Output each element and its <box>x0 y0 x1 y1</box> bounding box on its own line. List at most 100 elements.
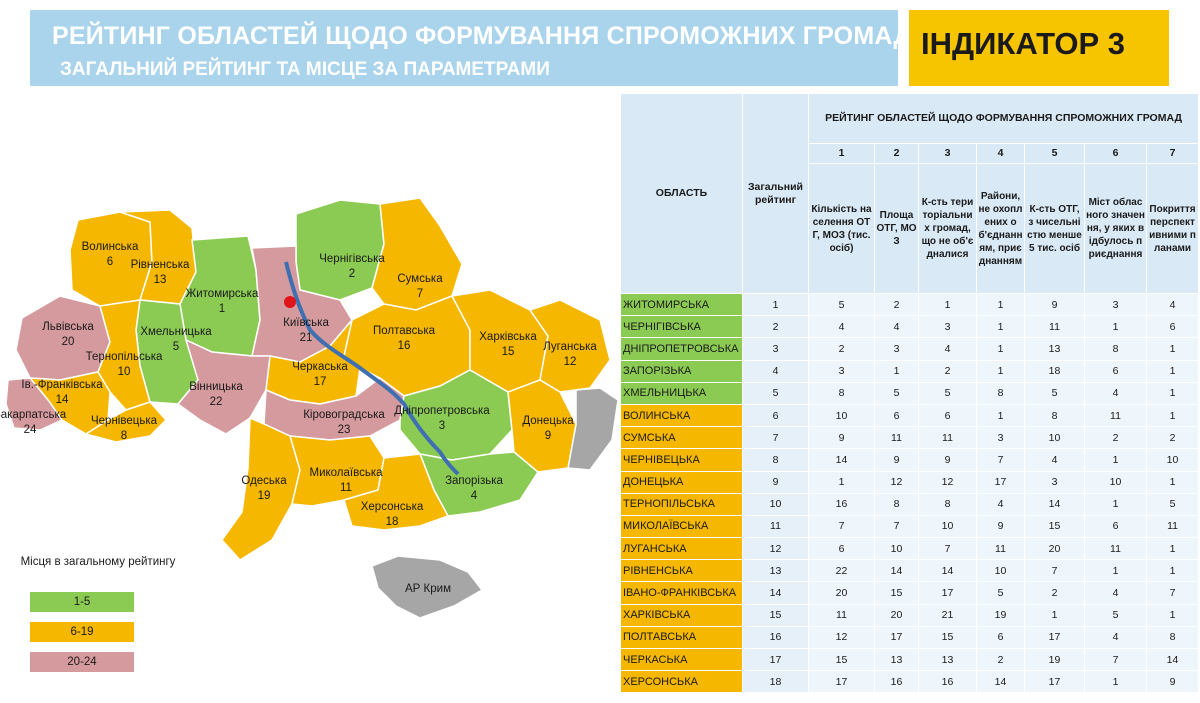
map-region-rank: 15 <box>502 346 515 358</box>
row-overall-rank: 18 <box>742 670 809 694</box>
param-number-5: 5 <box>1024 143 1085 164</box>
row-param-value-5: 20 <box>1024 537 1085 561</box>
map-region-name: Херсонська <box>361 501 424 513</box>
row-param-value-7: 4 <box>1145 292 1200 317</box>
row-overall-rank: 10 <box>742 492 809 516</box>
map-region-rank: 24 <box>24 424 37 436</box>
row-param-value-2: 14 <box>874 559 919 583</box>
row-param-value-2: 9 <box>874 448 919 472</box>
row-param-value-7: 7 <box>1145 581 1200 605</box>
row-region-name: ЧЕРКАСЬКА <box>620 647 743 672</box>
indicator-label: ІНДИКАТОР 3 <box>921 26 1125 61</box>
row-overall-rank: 6 <box>742 403 809 428</box>
table-row: ВОЛИНСЬКА 6 10 6 6 1 8 11 1 <box>620 403 1200 428</box>
row-param-value-4: 1 <box>976 315 1025 339</box>
row-param-value-1: 6 <box>808 537 875 561</box>
row-param-value-7: 1 <box>1145 603 1200 627</box>
row-param-value-6: 8 <box>1084 337 1147 361</box>
row-param-value-3: 6 <box>918 403 977 428</box>
row-param-value-7: 1 <box>1145 403 1200 428</box>
row-overall-rank: 5 <box>742 381 809 405</box>
row-region-name: ТЕРНОПІЛЬСЬКА <box>620 492 743 516</box>
row-param-value-6: 1 <box>1084 670 1147 694</box>
row-param-value-5: 9 <box>1024 292 1085 317</box>
row-param-value-1: 10 <box>808 403 875 428</box>
row-param-value-3: 4 <box>918 337 977 361</box>
row-param-value-4: 17 <box>976 470 1025 494</box>
table-row: ЗАПОРІЗЬКА 4 3 1 2 1 18 6 1 <box>620 359 1200 383</box>
row-param-value-7: 1 <box>1145 337 1200 361</box>
param-label-1: Кількість населення ОТГ, МОЗ (тис. осіб) <box>808 163 875 294</box>
map-region-rank: 9 <box>545 430 551 442</box>
param-label-3: К-сть територіальних громад, що не об'єд… <box>918 163 977 294</box>
row-param-value-2: 17 <box>874 625 919 650</box>
param-number-2: 2 <box>874 143 919 164</box>
row-param-value-3: 16 <box>918 670 977 694</box>
row-param-value-7: 14 <box>1145 647 1200 672</box>
row-param-value-3: 15 <box>918 625 977 650</box>
map-region-rank: 14 <box>56 394 69 406</box>
page-title: РЕЙТИНГ ОБЛАСТЕЙ ЩОДО ФОРМУВАННЯ СПРОМОЖ… <box>52 22 912 50</box>
row-overall-rank: 4 <box>742 359 809 383</box>
map-region-name: Харківська <box>479 331 537 343</box>
row-region-name: ЖИТОМИРСЬКА <box>620 292 743 317</box>
row-param-value-2: 15 <box>874 581 919 605</box>
row-param-value-1: 14 <box>808 448 875 472</box>
row-param-value-4: 19 <box>976 603 1025 627</box>
row-param-value-4: 5 <box>976 581 1025 605</box>
row-param-value-4: 14 <box>976 670 1025 694</box>
row-param-value-2: 8 <box>874 492 919 516</box>
row-param-value-4: 8 <box>976 381 1025 405</box>
param-label-5: К-сть ОТГ, з чисельністю менше 5 тис. ос… <box>1024 163 1085 294</box>
row-param-value-7: 5 <box>1145 492 1200 516</box>
row-param-value-4: 6 <box>976 625 1025 650</box>
row-region-name: ДНІПРОПЕТРОВСЬКА <box>620 337 743 361</box>
ranking-table: ОБЛАСТЬ Загальний рейтинг РЕЙТИНГ ОБЛАСТ… <box>620 93 1200 703</box>
row-param-value-3: 5 <box>918 381 977 405</box>
row-param-value-5: 15 <box>1024 514 1085 539</box>
row-region-name: РІВНЕНСЬКА <box>620 559 743 583</box>
row-param-value-1: 15 <box>808 647 875 672</box>
row-param-value-1: 2 <box>808 337 875 361</box>
row-param-value-6: 6 <box>1084 359 1147 383</box>
row-param-value-4: 9 <box>976 514 1025 539</box>
row-param-value-6: 2 <box>1084 426 1147 450</box>
row-param-value-5: 7 <box>1024 559 1085 583</box>
map-region-name: Волинська <box>82 241 139 253</box>
map-region-rank: 10 <box>118 366 131 378</box>
row-overall-rank: 3 <box>742 337 809 361</box>
row-region-name: ПОЛТАВСЬКА <box>620 625 743 650</box>
ukraine-map: Волинська 6 Рівненська 13 Житомирська 1 Черніг… <box>0 197 619 619</box>
map-region <box>528 299 611 393</box>
row-param-value-1: 1 <box>808 470 875 494</box>
table-row: ДНІПРОПЕТРОВСЬКА 3 2 3 4 1 13 8 1 <box>620 337 1200 361</box>
row-param-value-2: 6 <box>874 403 919 428</box>
table-row: ТЕРНОПІЛЬСЬКА 10 16 8 8 4 14 1 5 <box>620 492 1200 516</box>
row-param-value-1: 22 <box>808 559 875 583</box>
row-param-value-7: 1 <box>1145 381 1200 405</box>
row-region-name: ІВАНО-ФРАНКІВСЬКА <box>620 581 743 605</box>
table-row: МИКОЛАЇВСЬКА 11 7 7 10 9 15 6 11 <box>620 514 1200 539</box>
row-param-value-5: 3 <box>1024 470 1085 494</box>
row-param-value-2: 5 <box>874 381 919 405</box>
map-region-rank: 22 <box>210 396 223 408</box>
row-param-value-3: 11 <box>918 426 977 450</box>
legend-swatch-20-24: 20-24 <box>30 652 134 672</box>
row-region-name: ХМЕЛЬНИЦЬКА <box>620 381 743 405</box>
row-param-value-3: 9 <box>918 448 977 472</box>
row-param-value-3: 8 <box>918 492 977 516</box>
row-overall-rank: 16 <box>742 625 809 650</box>
legend-swatch-1-5: 1-5 <box>30 592 134 612</box>
map-region <box>5 377 64 431</box>
row-param-value-7: 11 <box>1145 514 1200 539</box>
row-param-value-3: 10 <box>918 514 977 539</box>
table-title: РЕЙТИНГ ОБЛАСТЕЙ ЩОДО ФОРМУВАННЯ СПРОМОЖ… <box>807 93 1200 144</box>
row-overall-rank: 14 <box>742 581 809 605</box>
table-row: ПОЛТАВСЬКА 16 12 17 15 6 17 4 8 <box>620 625 1200 650</box>
map-region-name: Ів.-Франківська <box>21 379 103 391</box>
row-param-value-6: 11 <box>1084 537 1147 561</box>
row-param-value-4: 1 <box>976 292 1025 317</box>
row-overall-rank: 7 <box>742 426 809 450</box>
param-label-6: Міст обласного значення, у яких відбулос… <box>1084 163 1147 294</box>
row-param-value-1: 8 <box>808 381 875 405</box>
